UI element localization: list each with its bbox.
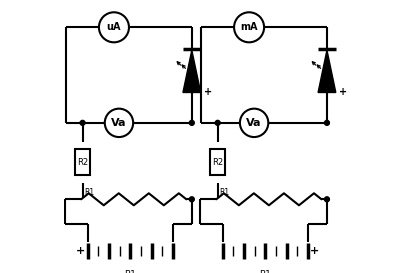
Circle shape — [99, 12, 129, 42]
Text: +: + — [339, 87, 347, 97]
Text: +: + — [310, 246, 320, 256]
Circle shape — [189, 197, 194, 202]
Circle shape — [80, 120, 85, 125]
Circle shape — [324, 197, 330, 202]
Text: Va: Va — [246, 118, 262, 128]
Text: +: + — [204, 87, 212, 97]
Polygon shape — [318, 50, 336, 93]
Bar — [75, 150, 90, 175]
Circle shape — [324, 120, 330, 125]
Text: +: + — [76, 246, 85, 256]
Text: R2: R2 — [212, 158, 223, 167]
Circle shape — [234, 12, 264, 42]
Circle shape — [240, 109, 268, 137]
Circle shape — [105, 109, 133, 137]
Bar — [210, 150, 225, 175]
Text: R1: R1 — [84, 188, 94, 197]
Circle shape — [215, 120, 220, 125]
Text: B1: B1 — [260, 270, 271, 273]
Text: mA: mA — [240, 22, 258, 32]
Text: uA: uA — [107, 22, 121, 32]
Text: Va: Va — [111, 118, 127, 128]
Text: R2: R2 — [77, 158, 88, 167]
Circle shape — [189, 120, 194, 125]
Text: R1: R1 — [219, 188, 229, 197]
Polygon shape — [183, 50, 201, 93]
Text: B1: B1 — [124, 270, 136, 273]
